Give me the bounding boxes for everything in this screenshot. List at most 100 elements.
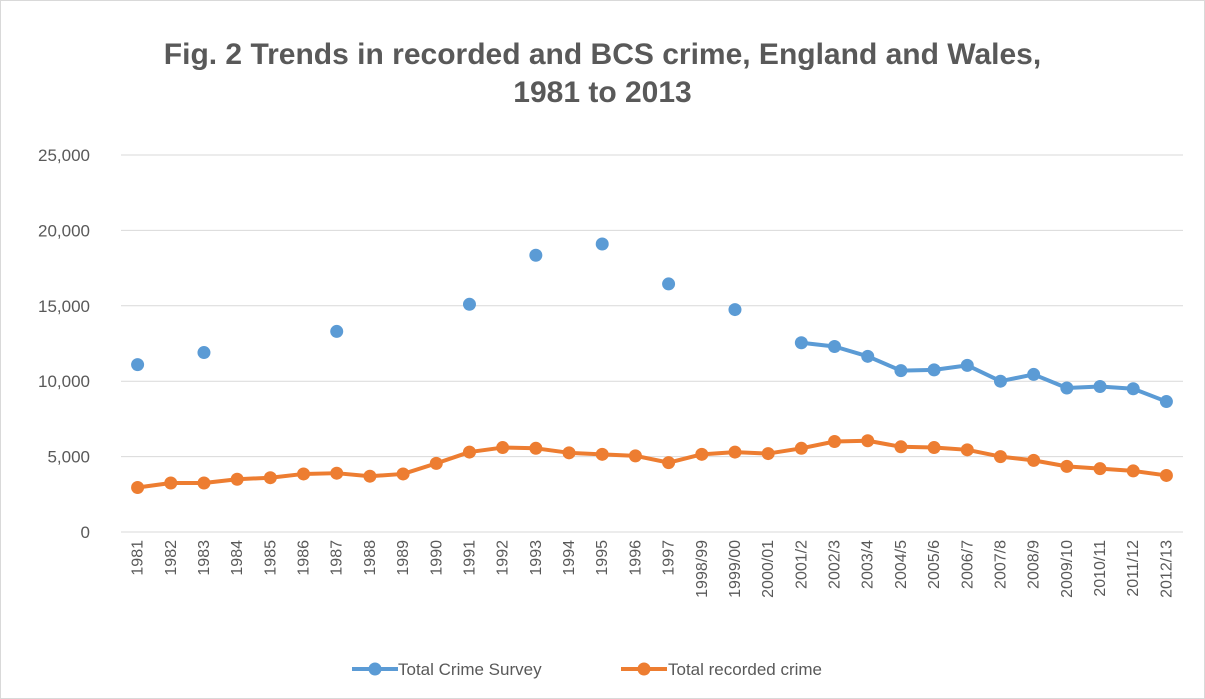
data-point (595, 237, 609, 251)
data-point (960, 358, 974, 372)
x-tick-label: 2001/2 (793, 540, 810, 589)
series-line (799, 340, 1169, 404)
data-point (1093, 462, 1107, 476)
data-point (529, 441, 543, 455)
data-point (462, 297, 476, 311)
x-tick-label: 1985 (262, 540, 279, 576)
series-2 (131, 434, 1173, 495)
x-tick-label: 2006/7 (959, 540, 976, 589)
x-tick-label: 1990 (428, 540, 445, 576)
y-tick-label: 25,000 (38, 146, 90, 165)
x-tick-label: 1986 (296, 540, 313, 576)
legend-item: Total recorded crime (621, 660, 822, 679)
x-tick-label: 2007/8 (992, 540, 1009, 589)
data-point (1027, 367, 1041, 381)
data-point (197, 476, 211, 490)
x-tick-label: 1993 (528, 540, 545, 576)
data-point (927, 363, 941, 377)
data-point (828, 340, 842, 354)
data-point (164, 476, 178, 490)
x-tick-label: 1991 (461, 540, 478, 576)
data-point (197, 346, 211, 360)
x-tick-label: 1987 (329, 540, 346, 576)
data-point (131, 358, 145, 372)
x-tick-label: 2003/4 (860, 540, 877, 589)
x-tick-label: 1982 (163, 540, 180, 576)
data-point (1093, 379, 1107, 393)
data-point (861, 349, 875, 363)
x-tick-label: 2005/6 (926, 540, 943, 589)
data-point (894, 440, 908, 454)
chart-title-line-2: 1981 to 2013 (513, 76, 692, 109)
data-point (728, 303, 742, 317)
data-point (1126, 464, 1140, 478)
x-tick-label: 1988 (362, 540, 379, 576)
x-tick-label: 2009/10 (1059, 540, 1076, 598)
series-line (135, 438, 1169, 490)
data-point (662, 277, 676, 291)
legend-label: Total Crime Survey (398, 660, 542, 679)
data-point (728, 445, 742, 459)
x-tick-label: 1989 (395, 540, 412, 576)
x-tick-label: 2012/13 (1158, 540, 1175, 598)
data-point (496, 441, 510, 455)
data-point (628, 449, 642, 463)
x-tick-label: 1983 (196, 540, 213, 576)
x-tick-label: 1981 (130, 540, 147, 576)
x-tick-label: 2008/9 (1026, 540, 1043, 589)
data-point (894, 364, 908, 378)
data-point (462, 445, 476, 459)
legend-item: Total Crime Survey (352, 660, 542, 679)
data-point (263, 471, 277, 485)
x-tick-label: 2000/01 (760, 540, 777, 598)
chart-title-line-1: Fig. 2 Trends in recorded and BCS crime,… (163, 38, 1042, 71)
series (131, 237, 1173, 495)
legend: Total Crime Survey Total recorded crime (352, 660, 822, 679)
y-tick-label: 0 (81, 523, 90, 542)
data-point (861, 434, 875, 448)
x-tick-label: 1997 (661, 540, 678, 576)
data-point (662, 456, 676, 470)
x-tick-label: 1992 (495, 540, 512, 576)
legend-swatch-marker (637, 662, 651, 676)
x-tick-label: 2004/5 (893, 540, 910, 589)
data-point (1027, 453, 1041, 467)
y-tick-label: 15,000 (38, 297, 90, 316)
data-point (595, 447, 609, 461)
x-tick-label: 1994 (561, 540, 578, 576)
x-tick-label: 2011/12 (1125, 540, 1142, 597)
data-point (1159, 395, 1173, 409)
data-point (960, 443, 974, 457)
data-point (562, 446, 576, 460)
x-tick-label: 1998/99 (694, 540, 711, 598)
x-tick-label: 2010/11 (1092, 540, 1109, 597)
y-axis-ticks: 0 5,000 10,000 15,000 20,000 25,000 (38, 146, 90, 542)
data-point (761, 447, 775, 461)
y-tick-label: 10,000 (38, 372, 90, 391)
x-axis-ticks: 1981 1982 1983 1984 1985 1986 1987 1988 1989 1990… (130, 540, 1176, 598)
data-point (330, 466, 344, 480)
x-tick-label: 1995 (594, 540, 611, 576)
y-tick-label: 20,000 (38, 221, 90, 240)
data-point (794, 336, 808, 350)
x-tick-label: 1999/00 (727, 540, 744, 598)
data-point (363, 469, 377, 483)
data-point (993, 450, 1007, 464)
data-point (794, 441, 808, 455)
data-point (297, 467, 311, 481)
series-1 (131, 237, 1173, 409)
data-point (230, 472, 244, 486)
data-point (330, 324, 344, 338)
chart-title: Fig. 2 Trends in recorded and BCS crime,… (0, 36, 1205, 112)
data-point (927, 441, 941, 455)
data-point (396, 467, 410, 481)
data-point (429, 456, 443, 470)
x-tick-label: 1984 (229, 540, 246, 576)
data-point (828, 435, 842, 449)
x-tick-label: 1996 (627, 540, 644, 576)
data-point (1126, 382, 1140, 396)
data-point (529, 248, 543, 262)
data-point (1159, 468, 1173, 482)
legend-label: Total recorded crime (668, 660, 822, 679)
